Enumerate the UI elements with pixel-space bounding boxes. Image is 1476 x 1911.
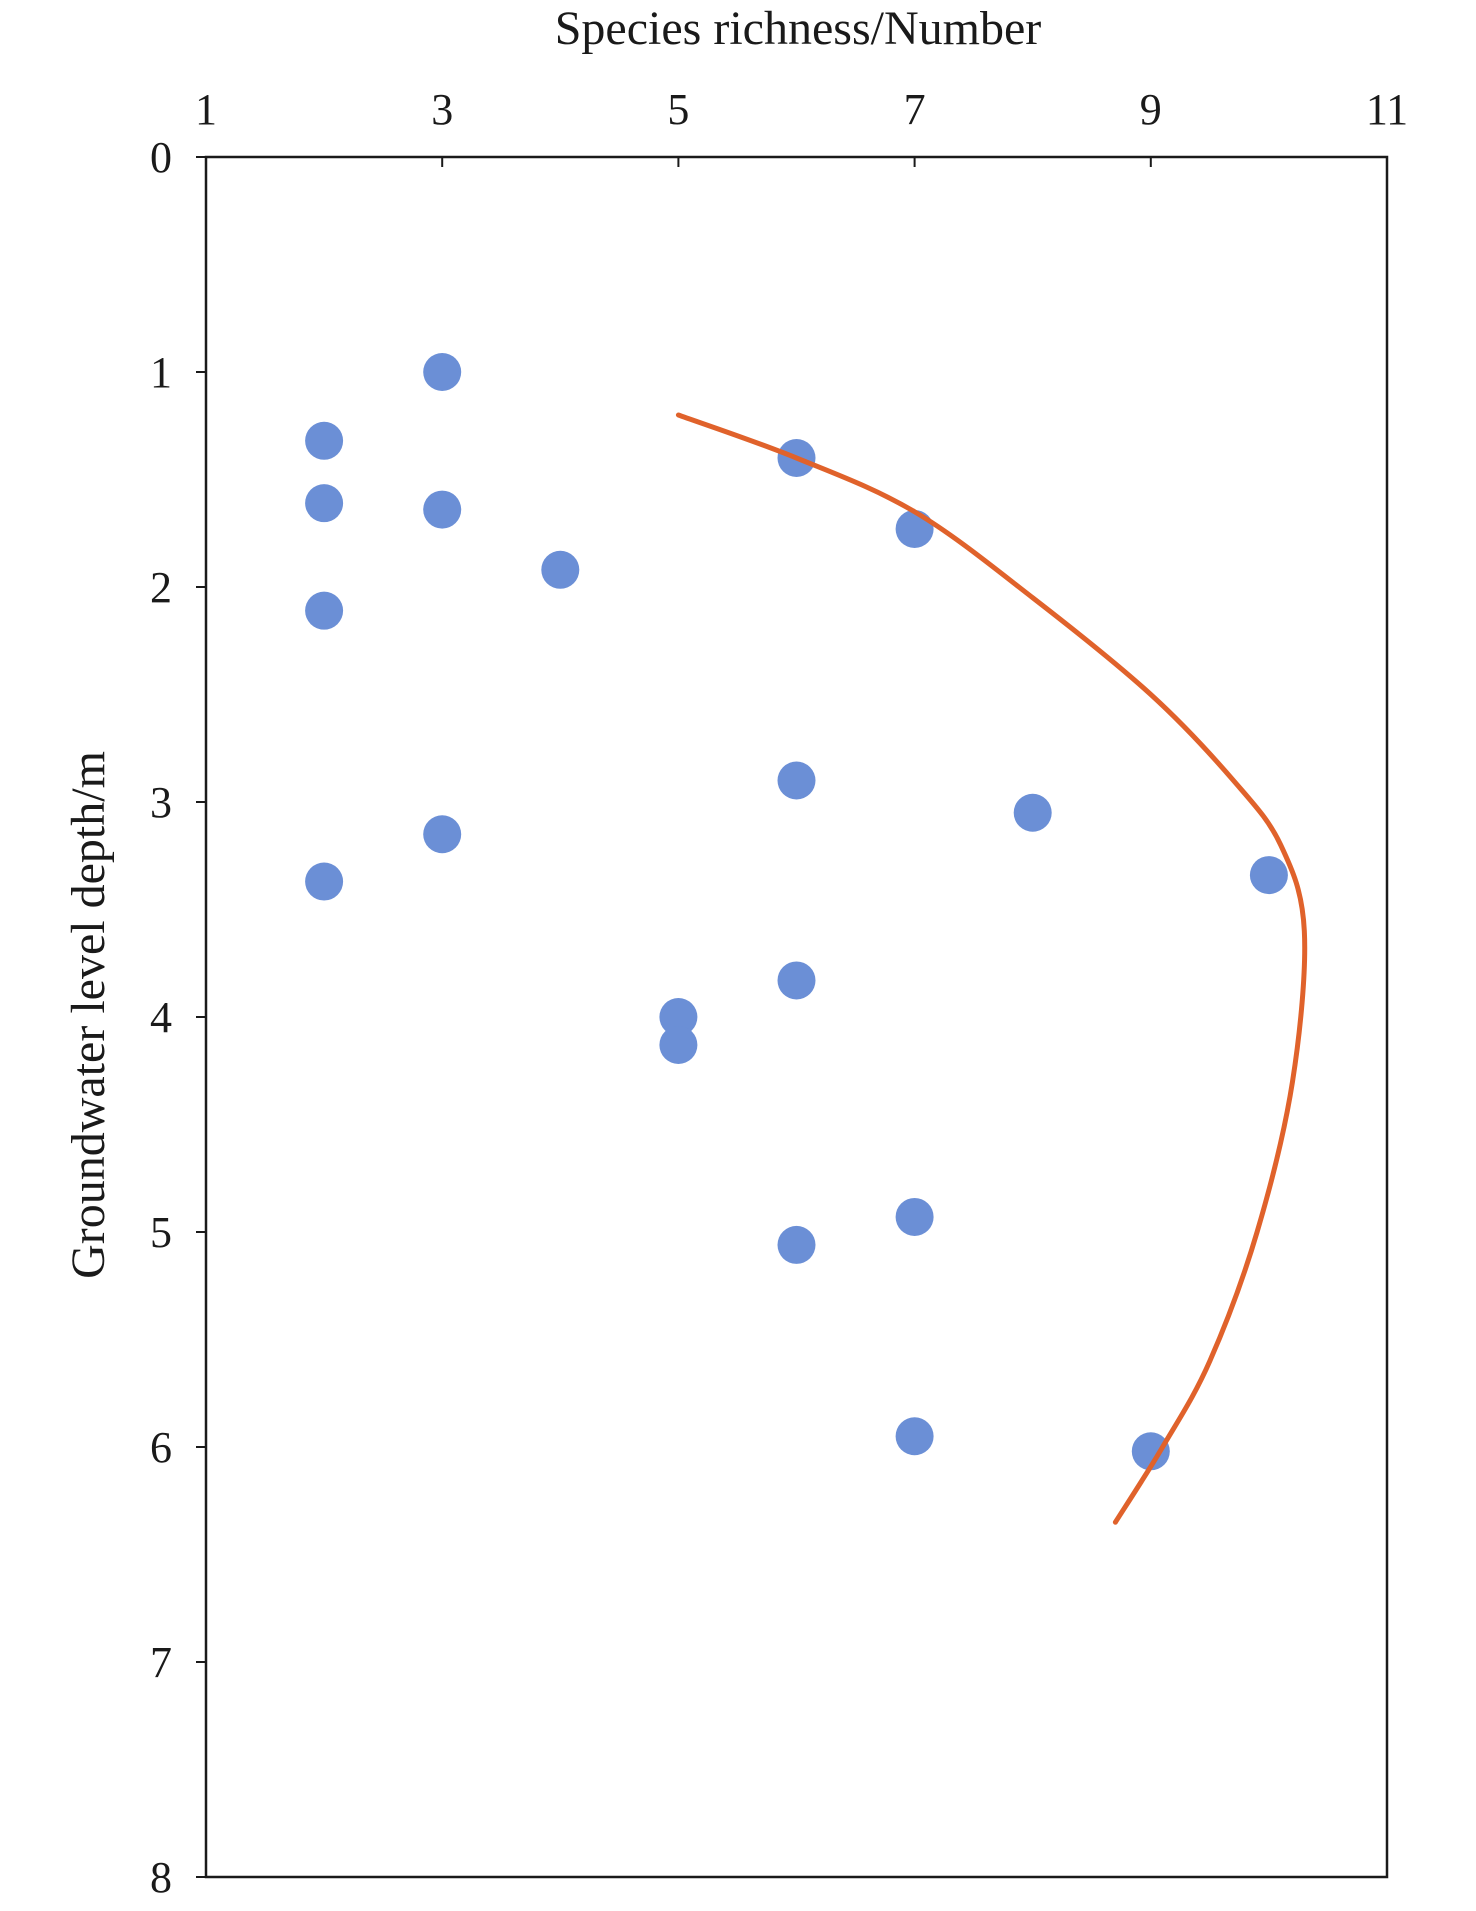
y-tick-label: 4 — [150, 993, 172, 1042]
data-point — [305, 421, 344, 460]
y-tick-label: 8 — [150, 1853, 172, 1902]
x-tick-label: 7 — [904, 85, 926, 134]
x-tick-label: 3 — [431, 85, 453, 134]
data-point — [895, 1197, 934, 1236]
data-point — [541, 550, 580, 589]
data-point — [305, 591, 344, 630]
x-axis: 1 3 5 7 9 11 — [195, 85, 1408, 167]
data-point — [305, 484, 344, 523]
y-tick-label: 6 — [150, 1423, 172, 1472]
trend-line — [675, 412, 1308, 1525]
x-tick-label: 5 — [667, 85, 689, 134]
data-point — [777, 961, 816, 1000]
data-point — [895, 1417, 934, 1456]
data-point — [423, 815, 462, 854]
plot-area-frame — [204, 155, 1389, 1879]
x-tick-label: 9 — [1140, 85, 1162, 134]
data-point — [659, 998, 698, 1036]
y-tick-label: 7 — [150, 1638, 172, 1687]
y-tick-label: 3 — [150, 778, 172, 827]
data-point — [305, 862, 344, 901]
y-axis-title: Groundwater level depth/m — [62, 751, 115, 1279]
x-tick-label: 1 — [195, 85, 217, 134]
y-tick-label: 1 — [150, 348, 172, 397]
data-point — [659, 1025, 698, 1064]
data-point — [1013, 793, 1052, 832]
data-point — [1249, 856, 1288, 895]
data-point — [423, 353, 462, 391]
data-point — [423, 490, 462, 529]
x-tick-label: 11 — [1366, 85, 1408, 134]
series-layer — [305, 353, 1308, 1525]
y-axis: 0 1 2 3 4 5 6 7 8 — [150, 133, 206, 1902]
y-tick-label: 2 — [150, 563, 172, 612]
data-point — [777, 761, 816, 800]
y-tick-label: 5 — [150, 1208, 172, 1257]
data-point — [777, 1225, 816, 1264]
y-tick-label: 0 — [150, 133, 172, 182]
data-point — [1131, 1432, 1170, 1471]
data-point — [895, 509, 934, 548]
x-axis-title: Species richness/Number — [555, 2, 1042, 55]
